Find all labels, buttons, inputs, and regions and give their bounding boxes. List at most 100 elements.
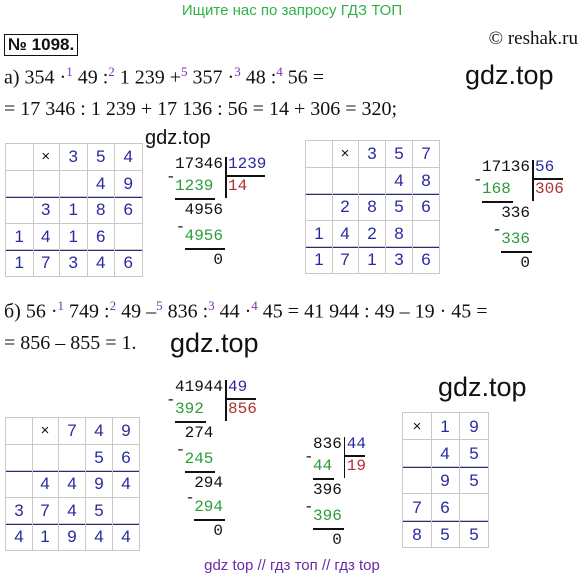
- remainder: 0: [332, 531, 342, 549]
- minus-sign: -: [185, 489, 195, 507]
- math-text: 49 –: [116, 300, 157, 323]
- grid-cell: 1: [359, 246, 386, 274]
- quotient: 306: [535, 180, 564, 198]
- subtract-line: [175, 198, 216, 200]
- subtrahend: 4956: [184, 227, 223, 245]
- division-bar: [225, 380, 227, 421]
- subtract-line: [501, 251, 532, 253]
- remainder: 396: [313, 481, 342, 499]
- grid-cell: 6: [115, 249, 143, 277]
- minus-sign: -: [304, 498, 314, 516]
- quotient: 19: [346, 457, 366, 475]
- grid: × 7 4 9 5 6 4 4 9 4 3 7 4 5 4 1 9 4 4: [5, 417, 140, 551]
- watermark: gdz.top: [170, 328, 259, 358]
- subtrahend: 396: [313, 507, 342, 525]
- grid-cell: 3: [5, 496, 33, 525]
- grid-cell: 4: [332, 219, 359, 248]
- grid-cell: 5: [386, 193, 413, 220]
- minus-sign: -: [175, 218, 186, 236]
- grid-cell: 1: [305, 246, 333, 274]
- quotient-line: [532, 178, 563, 180]
- grid-cell: 4: [86, 523, 113, 551]
- step-order: 4: [276, 64, 283, 79]
- math-text: 836 :: [162, 300, 209, 323]
- dividend: 17136: [482, 158, 531, 176]
- subtract-line: [184, 471, 216, 473]
- grid-cell: 4: [87, 169, 115, 198]
- math-line: б) 56 ·1 749 :2 49 –5 836 :3 44 ·4 45 = …: [4, 298, 488, 324]
- math-line: = 17 346 : 1 239 + 17 136 : 56 = 14 + 30…: [4, 98, 397, 121]
- subtrahend: 294: [194, 498, 223, 516]
- grid-cell: [332, 166, 359, 195]
- grid-cell: 2: [359, 219, 386, 248]
- step-order: 3: [208, 298, 215, 313]
- grid-cell: [32, 169, 60, 198]
- step-order: 1: [57, 298, 65, 313]
- grid-cell: 6: [413, 193, 440, 220]
- remainder: 0: [520, 254, 530, 272]
- quotient: 14: [228, 177, 248, 195]
- grid-cell: 8: [402, 520, 432, 548]
- remainder: 0: [213, 251, 223, 269]
- division-bar: [225, 157, 227, 198]
- grid-cell: [59, 443, 86, 472]
- dividend: 17346: [175, 155, 224, 173]
- grid-cell: 1: [5, 249, 34, 277]
- grid-cell: 5: [431, 520, 460, 548]
- grid-cell: 4: [59, 496, 86, 525]
- grid-cell: 9: [86, 470, 113, 497]
- grid-cell: 5: [460, 520, 489, 548]
- grid-cell: 5: [86, 443, 113, 472]
- grid-cell: 9: [115, 169, 143, 198]
- math-line: = 856 – 855 = 1.: [4, 332, 137, 355]
- grid-cell: [402, 466, 432, 493]
- task-number: № 1098.: [4, 34, 79, 56]
- grid-cell: [305, 193, 333, 220]
- grid-cell: 9: [431, 466, 460, 493]
- grid-cell: 9: [59, 523, 86, 551]
- grid-cell: [5, 143, 34, 170]
- grid-cell: [5, 196, 34, 223]
- grid-cell: [460, 493, 489, 522]
- grid-cell: [5, 417, 33, 444]
- grid-cell: ×: [32, 417, 59, 444]
- remainder: 4956: [184, 201, 223, 219]
- grid-cell: [5, 169, 34, 198]
- footer: gdz top // гдз топ // гдз top: [204, 557, 380, 574]
- grid-cell: 5: [460, 439, 489, 468]
- minus-sign: -: [166, 168, 176, 186]
- math-text: 56 =: [282, 66, 325, 89]
- quotient-line: [225, 175, 266, 177]
- grid-cell: 3: [60, 249, 88, 277]
- quotient-line: [343, 455, 365, 457]
- grid-cell: 6: [115, 196, 143, 223]
- grid-cell: 5: [386, 140, 413, 167]
- grid-cell: [305, 140, 333, 167]
- math-text: = 17 346 : 1 239 + 17 136 : 56 = 14 + 30…: [4, 98, 398, 120]
- grid-cell: 6: [431, 493, 460, 522]
- subtract-line: [482, 201, 513, 203]
- grid: × 3 5 7 4 8 2 8 5 6 1 4 2 8 1 7 1 3 6: [305, 140, 440, 274]
- grid-cell: 1: [5, 222, 34, 251]
- grid-cell: 1: [431, 412, 460, 439]
- math-text: = 856 – 855 = 1.: [4, 332, 137, 354]
- grid-cell: 7: [332, 246, 359, 274]
- grid-cell: 5: [460, 466, 489, 493]
- divisor: 56: [535, 158, 555, 176]
- subtrahend: 44: [313, 457, 333, 475]
- grid-cell: 1: [32, 523, 59, 551]
- grid-cell: 4: [86, 417, 113, 444]
- grid-cell: ×: [402, 412, 432, 439]
- grid-cell: 4: [386, 166, 413, 195]
- divisor: 1239: [228, 155, 267, 173]
- minus-sign: -: [304, 448, 314, 466]
- subtract-line: [313, 478, 335, 480]
- grid-cell: [32, 443, 59, 472]
- division-bar: [343, 437, 346, 478]
- grid-cell: 3: [386, 246, 413, 274]
- watermark: gdz.top: [145, 127, 211, 149]
- remainder: 274: [184, 424, 214, 442]
- subtrahend: 392: [175, 400, 204, 418]
- grid-cell: 5: [87, 143, 115, 170]
- grid-cell: [115, 222, 143, 251]
